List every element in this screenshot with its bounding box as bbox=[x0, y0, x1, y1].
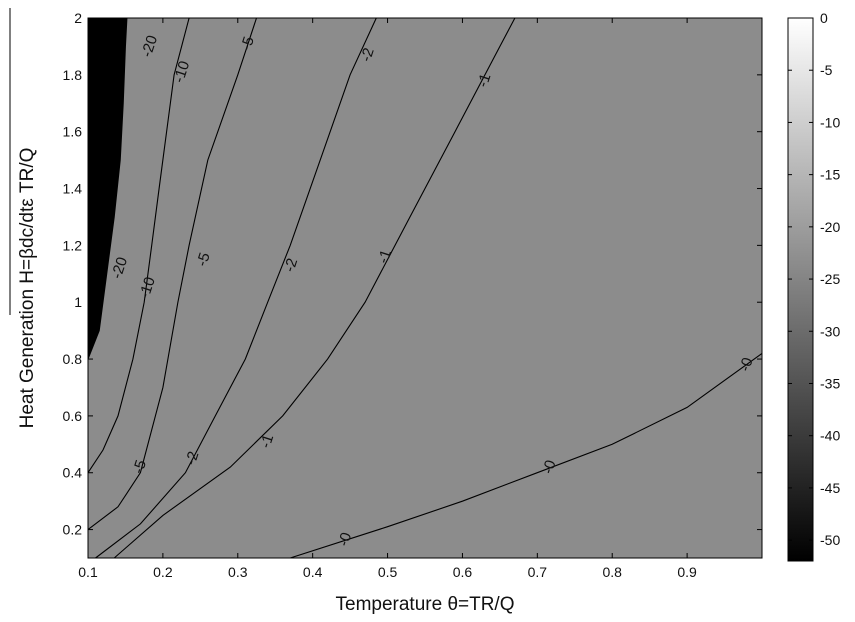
contour-lines bbox=[87, 17, 763, 559]
x-tick-label-4: 0.5 bbox=[378, 564, 398, 580]
y-axis-ticks: 0.2 0.4 0.6 0.8 1 1.2 1.4 1.6 1.8 2 bbox=[63, 10, 762, 538]
x-tick-label-3: 0.4 bbox=[303, 564, 323, 580]
colorbar-tick-label-6: -30 bbox=[820, 323, 840, 339]
contour-label-4-0: -10 bbox=[136, 275, 159, 301]
y-tick-label-3: 0.8 bbox=[63, 351, 83, 367]
contour-label-5-1: -20 bbox=[138, 33, 161, 59]
contour-label-0-1: -0 bbox=[539, 458, 559, 476]
contour-label-2-0: -2 bbox=[182, 449, 202, 467]
contour-line-4 bbox=[87, 17, 190, 474]
contour-label-4-1: -10 bbox=[170, 59, 193, 85]
x-tick-label-5: 0.6 bbox=[453, 564, 473, 580]
y-tick-label-5: 1.2 bbox=[63, 237, 83, 253]
x-tick-label-1: 0.2 bbox=[153, 564, 173, 580]
x-tick-label-8: 0.9 bbox=[677, 564, 697, 580]
colorbar-tick-label-8: -40 bbox=[820, 428, 840, 444]
x-axis-label: Temperature θ=TR/Q bbox=[336, 594, 515, 615]
contour-label-2-1: -2 bbox=[281, 256, 301, 274]
contour-label-3-1: -5 bbox=[193, 250, 213, 268]
colorbar-tick-label-5: -25 bbox=[820, 271, 840, 287]
colorbar-tick-label-9: -45 bbox=[820, 480, 840, 496]
y-tick-label-4: 1 bbox=[74, 294, 82, 310]
y-tick-label-1: 0.4 bbox=[63, 465, 83, 481]
x-tick-label-2: 0.3 bbox=[228, 564, 248, 580]
contour-line-5 bbox=[87, 17, 128, 360]
contour-labels: -0-0-0-1-1-1-2-2-2-5-5-5-10-10-20-20 bbox=[108, 33, 756, 548]
contour-label-1-1: -1 bbox=[375, 248, 395, 266]
contour-label-1-2: -1 bbox=[474, 71, 494, 89]
colorbar-tick-label-7: -35 bbox=[820, 375, 840, 391]
colorbar-ticks: 0 -5 -10 -15 -20 -25 -30 -35 -40 -45 -50 bbox=[788, 10, 840, 548]
colorbar-tick-label-0: 0 bbox=[820, 10, 828, 26]
colorbar bbox=[787, 17, 814, 562]
y-tick-label-2: 0.6 bbox=[63, 408, 83, 424]
contour-label-0-2: -0 bbox=[736, 356, 756, 374]
contour-line-1 bbox=[113, 17, 516, 559]
x-tick-label-7: 0.8 bbox=[602, 564, 622, 580]
contour-label-3-0: -5 bbox=[130, 458, 150, 476]
contour-line-2 bbox=[95, 17, 377, 559]
contour-region-5 bbox=[88, 18, 762, 558]
contour-label-1-0: -1 bbox=[257, 432, 277, 450]
colorbar-tick-label-10: -50 bbox=[820, 532, 840, 548]
plot-frame bbox=[87, 17, 763, 559]
colorbar-tick-label-3: -15 bbox=[820, 167, 840, 183]
contour-line-3 bbox=[87, 17, 258, 531]
contour-line-0 bbox=[290, 352, 763, 559]
x-tick-label-0: 0.1 bbox=[78, 564, 98, 580]
y-tick-label-0: 0.2 bbox=[63, 522, 83, 538]
colorbar-tick-label-4: -20 bbox=[820, 219, 840, 235]
contour-label-0-0: -0 bbox=[335, 530, 355, 548]
y-axis-label: Heat Generation H=βdc/dtε TR/Q bbox=[17, 148, 38, 429]
x-tick-label-6: 0.7 bbox=[528, 564, 548, 580]
colorbar-tick-label-1: -5 bbox=[820, 62, 833, 78]
x-axis-ticks: 0.1 0.2 0.3 0.4 0.5 0.6 0.7 0.8 0.9 bbox=[78, 18, 697, 580]
colorbar-tick-label-2: -10 bbox=[820, 114, 840, 130]
y-tick-label-8: 1.8 bbox=[63, 67, 83, 83]
y-tick-label-6: 1.4 bbox=[63, 181, 83, 197]
y-tick-label-9: 2 bbox=[74, 10, 82, 26]
contour-label-3-2: -5 bbox=[238, 34, 258, 52]
contour-label-5-0: -20 bbox=[108, 255, 131, 281]
y-tick-label-7: 1.6 bbox=[63, 124, 83, 140]
contour-label-2-2: -2 bbox=[357, 46, 377, 64]
contour-regions bbox=[88, 18, 762, 558]
